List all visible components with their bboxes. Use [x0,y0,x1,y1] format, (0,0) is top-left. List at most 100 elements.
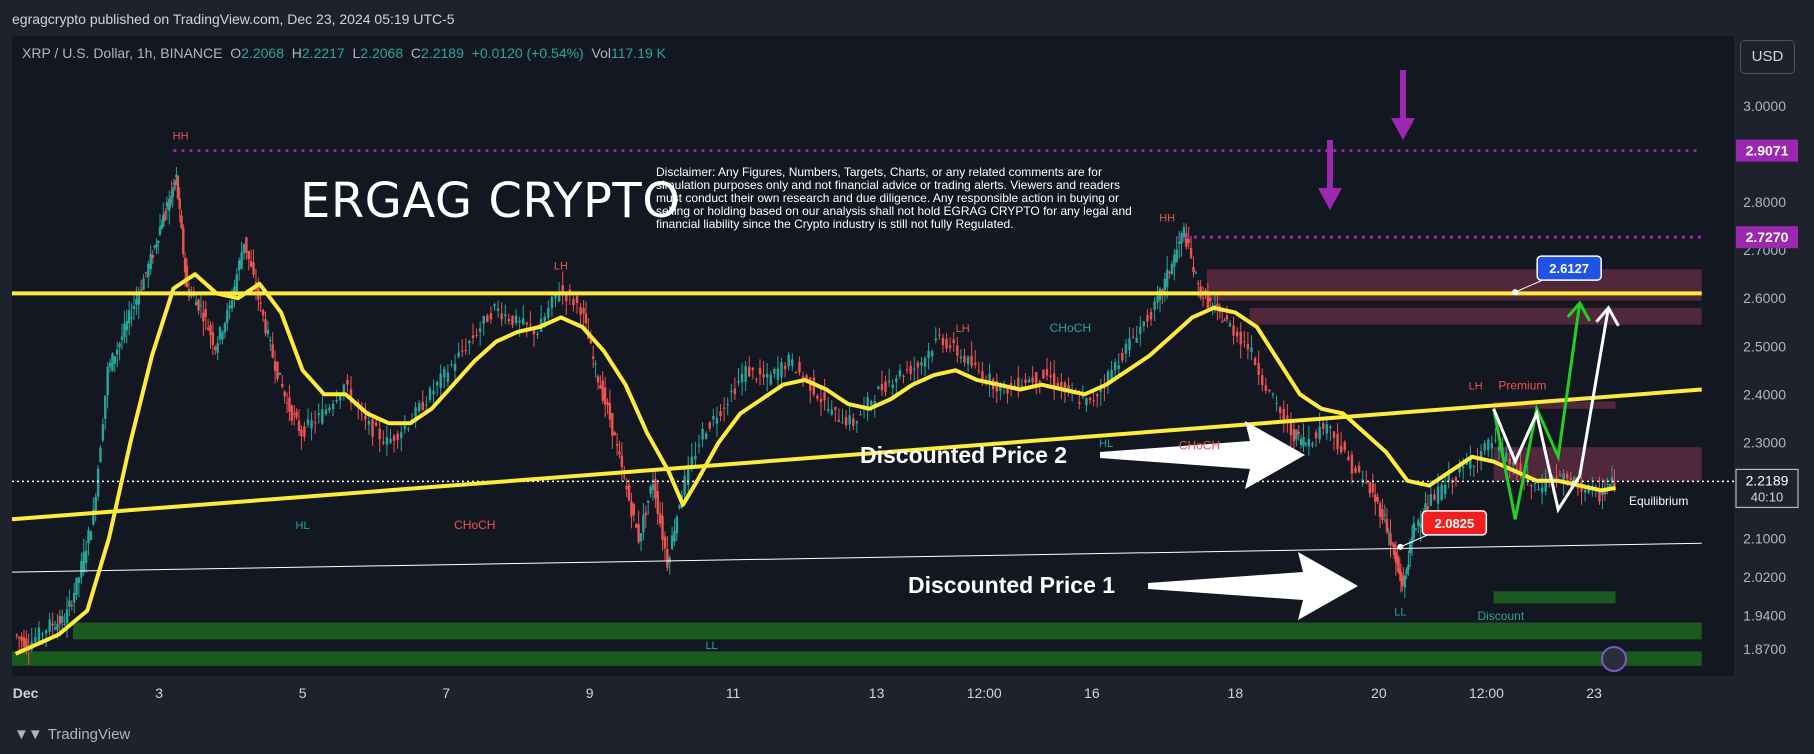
candle-body [579,306,582,315]
candle-body [1149,311,1153,320]
candle-body [324,409,328,414]
candle-body [1465,461,1468,465]
candle-body [1472,465,1476,467]
candle-body [461,350,464,352]
zone-5 [1493,401,1616,409]
candle-body [211,332,215,345]
candle-body [913,368,916,370]
candle-body [1601,492,1604,495]
candle-body [959,356,963,359]
candle-body [1110,369,1113,383]
candle-body [89,531,93,541]
candle-body [1508,458,1511,464]
candle-body [909,365,912,374]
candle-body [855,421,859,424]
brand-title: ERGAG CRYPTO [300,173,681,229]
candle-body [295,411,298,418]
candle-body [278,372,282,375]
candle-body [1343,442,1346,451]
high-value: 2.2217 [301,45,345,61]
candle-body [1209,297,1212,302]
candle-body [1447,474,1450,481]
candle-body [1246,343,1250,350]
candle-body [930,351,934,357]
candle-body [841,422,844,424]
candle-body [966,356,970,365]
candle-body [1387,531,1390,533]
candle-body [25,638,28,648]
publish-header: egragcrypto published on TradingView.com… [0,0,1814,36]
currency-button[interactable]: USD [1740,40,1795,74]
zone-6 [1493,591,1616,604]
callout-label: 2.6127 [1549,261,1589,276]
candle-body [1223,319,1226,321]
zone-3 [1249,307,1702,325]
candle-body [848,415,851,425]
y-tick-label: 2.8000 [1743,194,1786,210]
candle-body [1009,382,1013,385]
candle-body [1078,402,1081,404]
candle-body [1121,353,1124,361]
candle-body [1412,523,1416,539]
candle-body [257,283,260,300]
candle-body [216,343,219,353]
candle-body [385,437,389,445]
candle-body [1106,371,1110,386]
candle-body [500,313,503,320]
candle-body [206,327,210,330]
candle-body [63,623,66,625]
open-label: O [230,45,242,61]
candle-body [171,188,175,198]
candle-body [1289,422,1293,436]
candle-body [1381,509,1384,520]
candle-body [439,373,442,388]
candle-body [72,592,76,603]
candle-body [678,505,681,508]
candle-body [514,315,518,324]
candle-body [751,367,755,371]
candle-body [156,240,160,243]
candle-body [1454,477,1458,481]
candle-body [637,524,640,543]
candle-body [1383,514,1387,516]
candle-body [417,403,421,412]
candle-body [1322,423,1325,429]
candle-body [1558,475,1562,477]
candle-body [748,366,751,377]
candle-body [1440,484,1443,500]
candle-body [20,636,23,641]
candle-body [532,328,536,335]
candle-body [120,336,124,340]
candle-body [999,383,1002,392]
candle-body [446,372,450,382]
candle-body [988,373,991,383]
tradingview-logo[interactable]: ▼▼ TradingView [14,726,130,743]
price-chart[interactable]: HHHHLHLHLHHLHLLLLLCHoCHCHoCHCHoCHPremium… [0,36,1814,716]
candle-body [1257,362,1260,375]
candle-body [58,616,62,625]
candle-body [826,408,830,411]
structure-label: CHoCH [1050,321,1091,335]
candle-body [123,323,126,338]
candle-body [240,252,243,269]
x-tick-label: 5 [299,685,307,701]
tv-logo-icon: ▼▼ [14,726,43,743]
candle-body [482,316,485,324]
candle-body [70,604,73,606]
time-axis-panel [0,676,1814,716]
zone-2 [1206,269,1702,301]
candle-body [812,377,816,395]
candle-body [823,392,826,401]
symbol-title[interactable]: XRP / U.S. Dollar, 1h, BINANCE [22,45,223,61]
candle-body [303,426,306,437]
low-value: 2.2068 [360,45,404,61]
candle-body [1479,451,1483,460]
candle-body [328,407,331,411]
candle-body [675,516,679,534]
candle-body [223,323,227,333]
candle-body [1417,520,1420,526]
candle-body [596,376,600,383]
candle-body [428,388,432,401]
candle-body [866,397,869,411]
candle-body [1189,248,1193,258]
